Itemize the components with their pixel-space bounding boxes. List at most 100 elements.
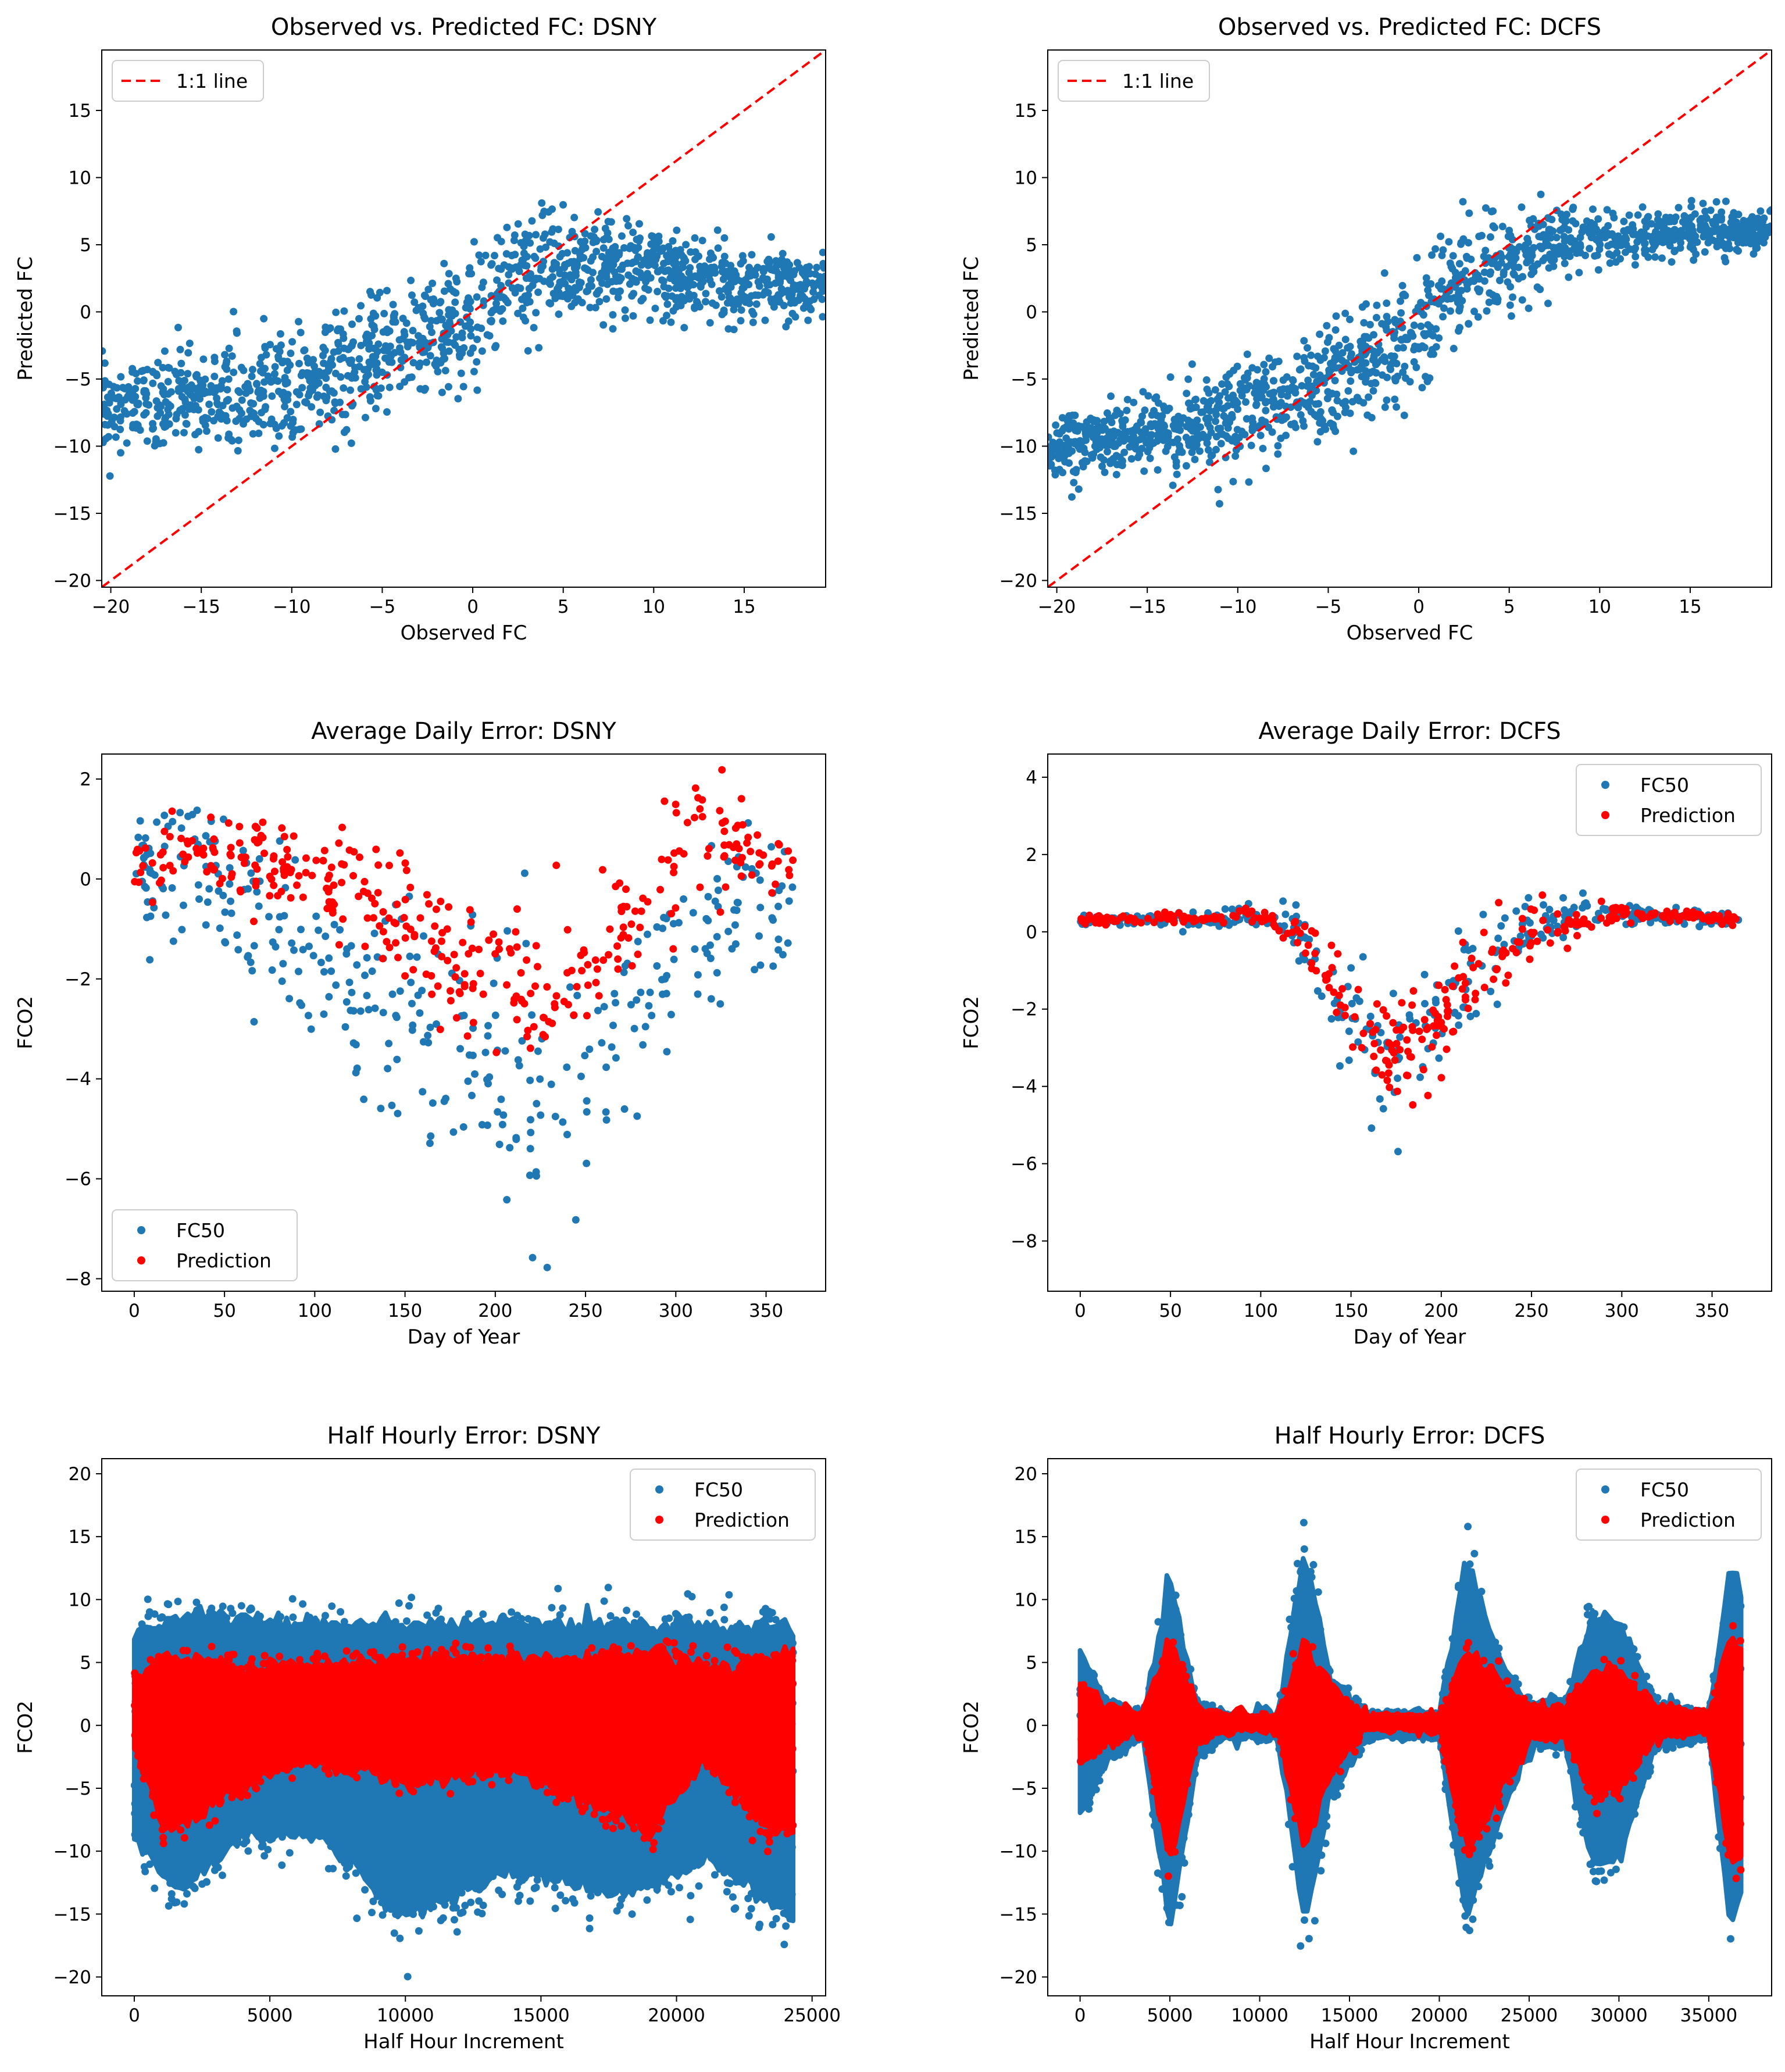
data-point: [168, 884, 176, 892]
data-point: [1736, 234, 1744, 242]
x-tick-label: 100: [298, 1301, 332, 1321]
data-point: [516, 261, 524, 269]
data-point: [360, 1095, 368, 1103]
data-point: [745, 299, 754, 308]
x-tick-label: 300: [659, 1301, 693, 1321]
data-point: [330, 920, 338, 928]
data-point: [522, 317, 530, 325]
data-point: [713, 969, 721, 977]
data-point: [675, 1837, 683, 1845]
data-point: [1224, 434, 1233, 442]
data-point: [286, 869, 294, 877]
data-point: [227, 909, 235, 917]
data-point: [356, 1811, 365, 1819]
data-point: [1362, 300, 1370, 308]
y-tick-label: 15: [1015, 101, 1037, 122]
data-point: [1504, 971, 1512, 980]
data-point: [1184, 375, 1193, 383]
data-point: [355, 853, 363, 862]
data-point: [547, 280, 555, 288]
x-tick-label: −20: [1038, 596, 1076, 617]
data-point: [159, 864, 167, 872]
data-point: [1192, 403, 1200, 412]
data-point: [413, 953, 421, 961]
data-point: [1560, 233, 1568, 241]
data-point: [1166, 373, 1174, 381]
data-point: [1318, 992, 1326, 1001]
data-point: [550, 240, 558, 248]
data-point: [729, 1893, 737, 1901]
data-point: [290, 946, 298, 954]
data-point: [490, 1792, 498, 1800]
data-point: [361, 413, 369, 421]
data-point: [1677, 233, 1686, 241]
data-point: [1399, 291, 1407, 299]
data-point: [1525, 894, 1533, 902]
data-point: [1238, 392, 1246, 400]
data-point: [1537, 190, 1545, 198]
data-point: [601, 263, 609, 271]
data-point: [631, 907, 639, 915]
data-point: [274, 355, 283, 363]
x-tick-label: 15: [733, 596, 755, 617]
data-point: [149, 368, 157, 376]
data-point: [473, 323, 481, 331]
data-point: [754, 291, 762, 299]
data-point: [1550, 244, 1558, 252]
data-point: [1518, 914, 1526, 923]
data-point: [684, 1856, 692, 1864]
data-point: [1556, 226, 1564, 234]
data-point: [503, 1196, 511, 1204]
data-point: [1205, 389, 1213, 397]
data-point: [310, 362, 319, 370]
data-point: [1497, 259, 1505, 267]
data-point: [190, 394, 198, 402]
data-point: [1103, 913, 1111, 921]
data-point: [237, 853, 245, 862]
data-point: [627, 242, 635, 250]
data-point: [1712, 213, 1720, 222]
data-point: [1280, 922, 1288, 930]
data-point: [234, 446, 242, 455]
data-point: [229, 1630, 237, 1638]
data-point: [1606, 259, 1614, 267]
y-tick-label: 2: [80, 769, 91, 790]
data-point: [656, 885, 665, 894]
data-point: [1408, 1001, 1416, 1009]
data-point: [1533, 937, 1541, 945]
data-point: [720, 853, 728, 861]
data-point: [596, 274, 604, 283]
data-point: [456, 1045, 464, 1053]
data-point: [779, 951, 787, 959]
data-point: [1480, 984, 1488, 992]
data-point: [1547, 234, 1555, 242]
data-point: [419, 1088, 427, 1096]
data-point: [1428, 1043, 1436, 1051]
data-point: [1390, 334, 1398, 342]
data-point: [612, 277, 620, 285]
data-point: [1724, 913, 1732, 921]
data-point: [536, 245, 544, 253]
data-point: [370, 930, 379, 938]
data-point: [1080, 444, 1088, 452]
data-point: [1622, 248, 1630, 256]
data-point: [1391, 316, 1399, 324]
data-point: [1153, 431, 1161, 439]
data-point: [363, 914, 372, 922]
y-tick-label: −20: [53, 570, 91, 591]
data-point: [408, 1594, 416, 1602]
data-point: [772, 880, 780, 888]
data-point: [788, 295, 797, 303]
data-point: [401, 934, 409, 942]
data-point: [1388, 359, 1397, 367]
data-point: [1288, 928, 1296, 937]
data-point: [1435, 1054, 1443, 1062]
data-point: [260, 849, 269, 858]
data-point: [1458, 270, 1466, 278]
data-point: [383, 938, 391, 946]
data-point: [142, 390, 151, 398]
data-point: [1373, 301, 1381, 309]
data-point: [221, 908, 229, 916]
data-point: [442, 1094, 450, 1102]
data-point: [205, 400, 213, 408]
